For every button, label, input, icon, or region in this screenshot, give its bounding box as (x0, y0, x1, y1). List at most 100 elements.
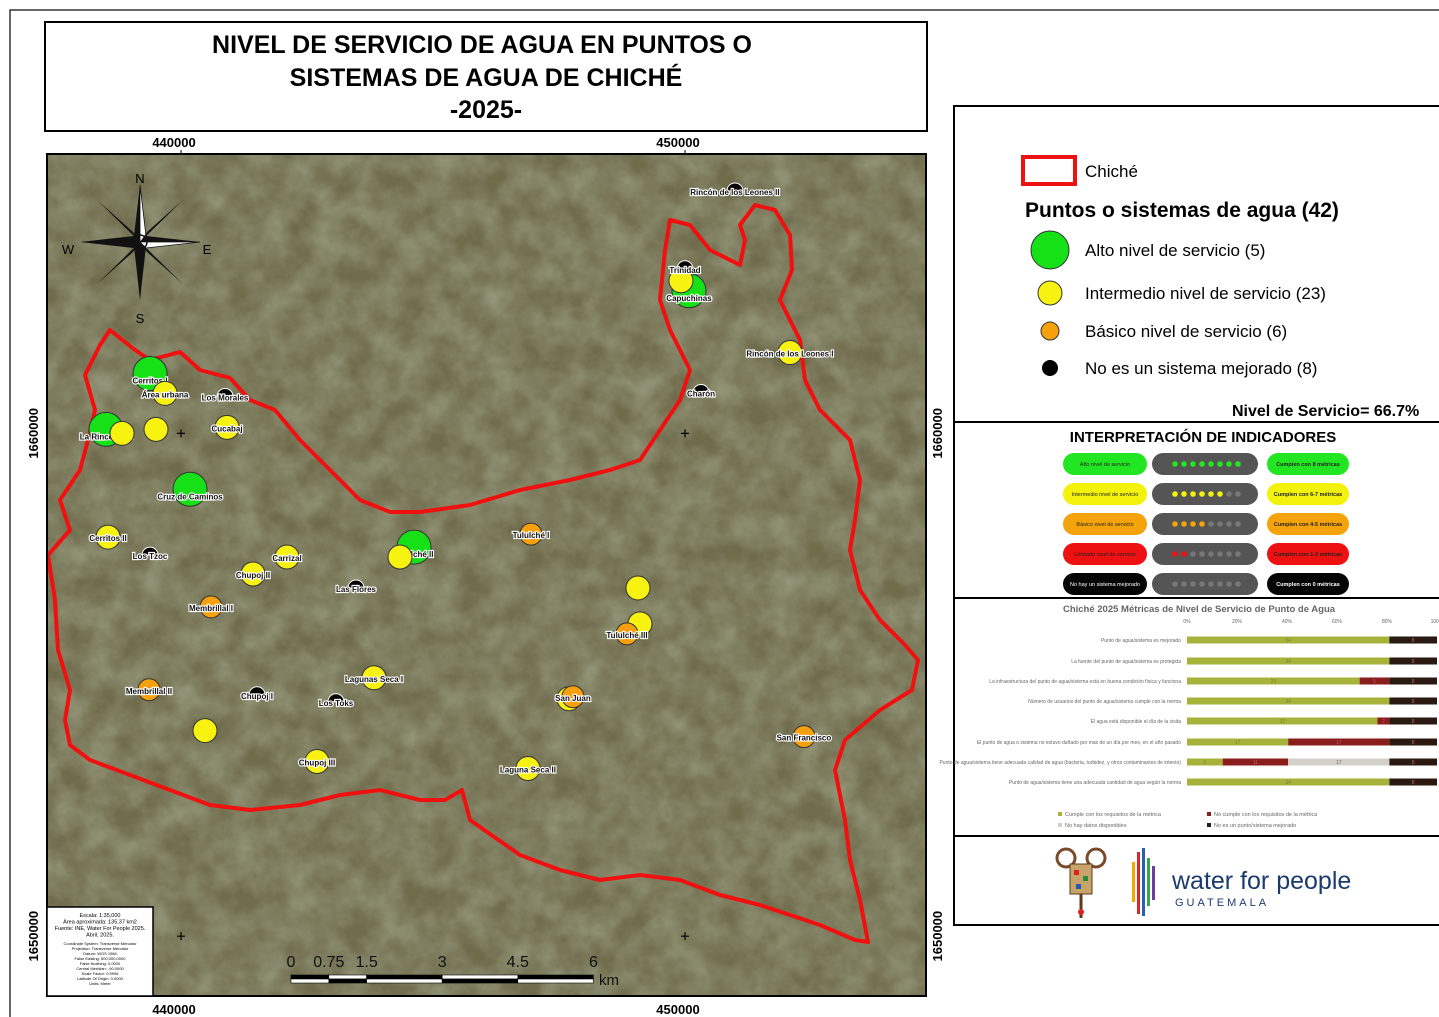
metrics-text: Cumplen con 1-3 métricas (1274, 552, 1342, 558)
x-tick-label: 60% (1332, 619, 1343, 625)
metrics-text: Cumplen con 0 métricas (1276, 582, 1340, 588)
legend-label: No es un sistema mejorado (8) (1085, 359, 1317, 378)
data-label: 5 (1373, 679, 1376, 685)
scale-segment (442, 979, 518, 983)
scale-segment (291, 975, 329, 979)
data-label: 8 (1412, 638, 1415, 644)
data-label: 8 (1412, 679, 1415, 685)
category-label: El punto de agua o sistema no estuvo dañ… (977, 740, 1181, 746)
legend-swatch (1038, 281, 1062, 305)
x-coord-label: 440000 (152, 1002, 195, 1017)
indicator-dot (1199, 461, 1205, 467)
indicator-dot (1235, 491, 1241, 497)
point-label: Cucabaj (211, 424, 242, 433)
level-text: Intermedio nivel de servicio (1072, 492, 1139, 498)
water-point (144, 417, 168, 441)
level-text: Básico nivel de servicio (1076, 522, 1133, 528)
point-label: Chupoj I (241, 692, 273, 701)
point-label: Lagunas Seca I (345, 675, 403, 684)
x-tick-label: 20% (1232, 619, 1243, 625)
indicator-dot (1199, 581, 1205, 587)
data-label: 32 (1279, 719, 1285, 725)
legend-swatch (1058, 823, 1062, 827)
metrics-text: Cumplen con 6-7 métricas (1274, 492, 1342, 498)
indicator-dot (1217, 491, 1223, 497)
indicator-dot (1226, 581, 1232, 587)
title-line: -2025- (450, 96, 522, 124)
category-label: Número de usuarios del punto de agua/sis… (1028, 699, 1181, 705)
level-text: No hay un sistema mejorado (1070, 582, 1140, 588)
legend-label: No es un punto/sistema mejorado (1214, 823, 1296, 829)
y-coord-label: 1660000 (26, 408, 41, 459)
legend-swatch (1031, 231, 1069, 269)
legend-swatch (1042, 360, 1058, 376)
data-label: 17 (1336, 760, 1342, 766)
indicators-title: INTERPRETACIÓN DE INDICADORES (1070, 428, 1336, 446)
data-label: 8 (1412, 780, 1415, 786)
point-label: Chupoj III (299, 759, 335, 768)
scale-segment (367, 979, 443, 983)
indicator-dot (1235, 551, 1241, 557)
x-tick-label: 80% (1382, 619, 1393, 625)
scale-label: 3 (438, 954, 447, 971)
data-label: 8 (1412, 760, 1415, 766)
info-line: Units: Meter (89, 981, 111, 986)
data-label: 11 (1253, 760, 1258, 766)
chart-title: Chiché 2025 Métricas de Nivel de Servici… (1063, 604, 1336, 615)
indicator-dot (1208, 581, 1214, 587)
data-label: 6 (1203, 760, 1206, 766)
indicator-dot (1199, 491, 1205, 497)
scale-label: 1.5 (355, 954, 377, 971)
point-label: Tululché III (606, 631, 647, 640)
category-label: Punto de agua/sistema tiene adecuada cal… (939, 760, 1181, 766)
x-coord-label: 450000 (656, 135, 699, 150)
legend-label: No hay datos disponibles (1065, 823, 1127, 829)
scale-segment (291, 979, 329, 983)
page: NIVEL DE SERVICIO DE AGUA EN PUNTOS O SI… (0, 0, 1439, 1017)
title-line: NIVEL DE SERVICIO DE AGUA EN PUNTOS O (212, 31, 752, 59)
y-coord-label: 1660000 (930, 408, 945, 459)
legend-swatch (1041, 322, 1059, 340)
indicator-dot (1172, 461, 1178, 467)
indicator-dot (1226, 551, 1232, 557)
category-label: El agua está disponible el día de la vis… (1091, 719, 1182, 725)
point-label: Laguna Seca II (500, 766, 556, 775)
dots-pill (1152, 543, 1258, 565)
service-summary: Nivel de Servicio= 66.7% (1232, 403, 1419, 420)
dots-pill (1152, 483, 1258, 505)
point-label: San Juan (555, 694, 591, 703)
legend-label: Intermedio nivel de servicio (23) (1085, 284, 1326, 303)
indicator-dot (1181, 491, 1187, 497)
water-point (626, 576, 650, 600)
x-coord-label: 440000 (152, 135, 195, 150)
scale-label: 0 (287, 954, 296, 971)
point-label: Rincón de los Leones II (690, 188, 779, 197)
point-label: Tululché I (513, 531, 550, 540)
scale-segment (518, 979, 594, 983)
info-line: Área aproximada: 135.37 km2 (63, 919, 137, 926)
legend-label: Básico nivel de servicio (6) (1085, 322, 1287, 341)
indicator-dot (1181, 551, 1187, 557)
data-label: 34 (1285, 780, 1291, 786)
indicator-dot (1199, 521, 1205, 527)
data-label: 17 (1336, 740, 1342, 746)
scale-label: 4.5 (507, 954, 529, 971)
indicator-dot (1181, 581, 1187, 587)
y-coord-label: 1650000 (26, 911, 41, 962)
data-label: 34 (1285, 699, 1291, 705)
water-point (193, 719, 217, 743)
data-label: 34 (1285, 659, 1291, 665)
data-label: 29 (1271, 679, 1277, 685)
legend-label: No cumple con los requisitos de la métri… (1214, 812, 1318, 818)
point-label: Membrillal I (189, 604, 233, 613)
dots-pill (1152, 453, 1258, 475)
brand-country: GUATEMALA (1175, 897, 1269, 909)
scale-segment (329, 979, 367, 983)
indicator-dot (1190, 521, 1196, 527)
indicator-dot (1208, 491, 1214, 497)
indicator-dot (1226, 461, 1232, 467)
dots-pill (1152, 513, 1258, 535)
indicator-dot (1199, 551, 1205, 557)
y-coord-label: 1650000 (930, 911, 945, 962)
data-label: 17 (1235, 740, 1241, 746)
